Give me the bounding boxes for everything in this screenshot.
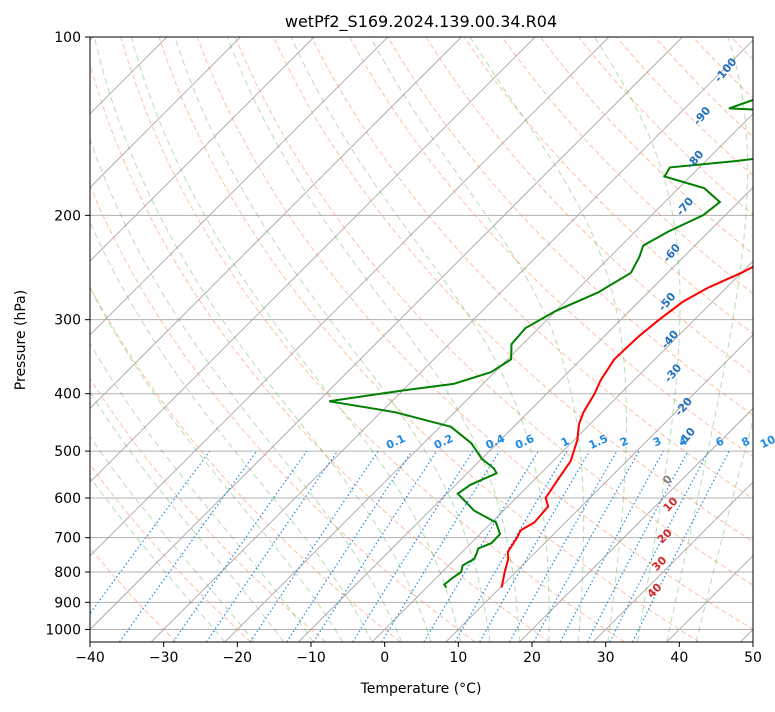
x-tick-label: −10: [296, 650, 326, 666]
y-tick-label: 800: [54, 565, 81, 581]
x-tick-label: −20: [223, 650, 253, 666]
y-tick-label: 100: [54, 30, 81, 46]
y-tick-label: 700: [54, 531, 81, 547]
y-axis-label: Pressure (hPa): [13, 290, 29, 390]
x-tick-label: 50: [744, 650, 762, 666]
y-tick-label: 500: [54, 444, 81, 460]
chart-title: wetPf2_S169.2024.139.00.34.R04: [285, 12, 557, 32]
x-axis-label: Temperature (°C): [360, 681, 482, 697]
x-tick-label: 40: [670, 650, 688, 666]
x-tick-label: −40: [75, 650, 105, 666]
x-tick-label: 20: [523, 650, 541, 666]
y-tick-label: 300: [54, 313, 81, 329]
y-tick-label: 900: [54, 595, 81, 611]
y-tick-label: 200: [54, 208, 81, 224]
x-tick-label: −30: [149, 650, 179, 666]
x-tick-label: 0: [380, 650, 389, 666]
y-tick-label: 600: [54, 491, 81, 507]
y-tick-label: 1000: [45, 622, 81, 638]
x-tick-label: 30: [597, 650, 615, 666]
y-tick-label: 400: [54, 387, 81, 403]
x-tick-label: 10: [449, 650, 467, 666]
